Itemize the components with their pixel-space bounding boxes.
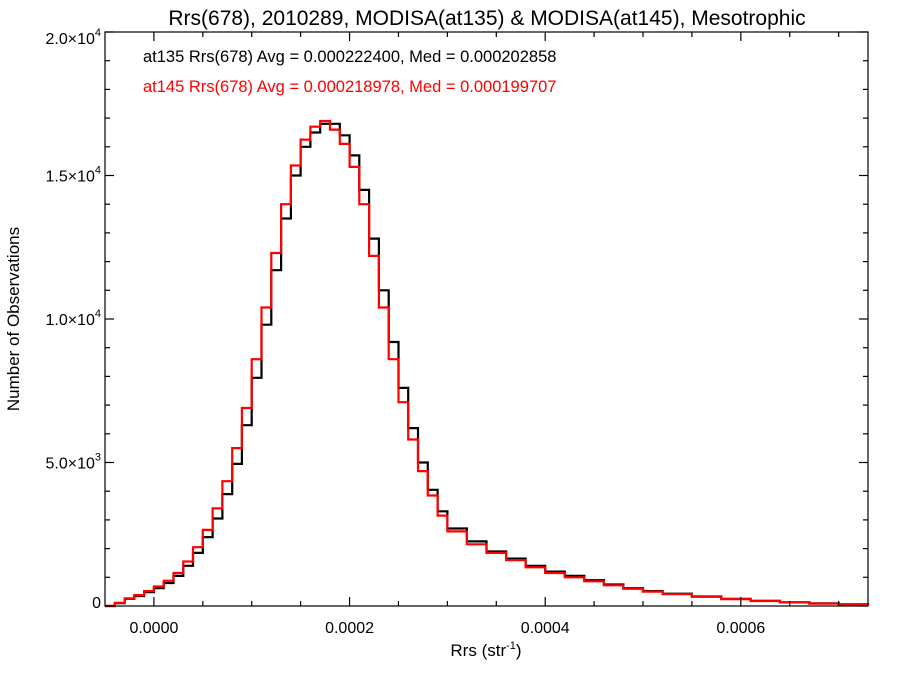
x-tick-label: 0.0004 [521,620,570,637]
series-line-at145 [105,119,870,608]
x-axis-label: Rrs (str-1) [450,640,521,660]
y-tick-label: 5.0×103 [45,452,101,473]
at135-stats-label: at135 Rrs(678) Avg = 0.000222400, Med = … [143,48,556,66]
series-line-at135 [105,122,870,608]
series-layer [105,119,870,608]
at145-stats-label: at145 Rrs(678) Avg = 0.000218978, Med = … [143,78,556,96]
y-tick-label: 1.0×104 [45,308,101,329]
plot-frame [104,31,869,607]
axis-ticks: 0.0000 0.0002 0.0004 0.0006 0 5.0×103 1.0×104 1… [45,27,868,637]
x-tick-label: 0.0002 [325,620,374,637]
y-axis-label: Number of Observations [4,227,23,411]
y-tick-label: 1.5×104 [45,165,101,186]
x-tick-label: 0.0000 [129,620,178,637]
y-tick-label: 0 [92,595,101,612]
y-tick-label: 2.0×104 [45,27,101,48]
x-tick-label: 0.0006 [716,620,765,637]
chart-title: Rrs(678), 2010289, MODISA(at135) & MODIS… [168,7,805,30]
